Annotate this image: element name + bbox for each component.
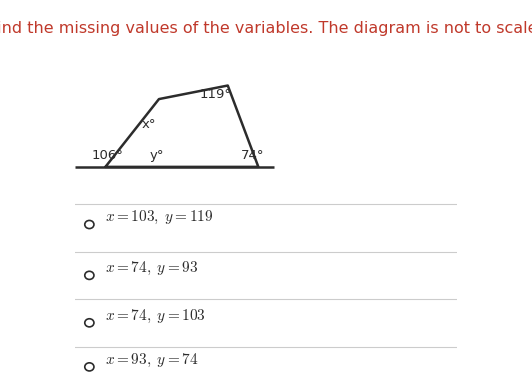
Text: $x = 103, \; y = 119$: $x = 103, \; y = 119$ [105,209,214,226]
Text: Find the missing values of the variables. The diagram is not to scale.: Find the missing values of the variables… [0,21,532,36]
Text: 119°: 119° [199,88,231,101]
Text: $x = 74, \; y = 93$: $x = 74, \; y = 93$ [105,260,198,277]
Text: 74°: 74° [241,149,264,162]
Text: x°: x° [142,118,156,131]
Text: y°: y° [149,149,164,162]
Text: 106°: 106° [92,149,124,162]
Text: $x = 93, \; y = 74$: $x = 93, \; y = 74$ [105,352,199,369]
Text: $x = 74, \; y = 103$: $x = 74, \; y = 103$ [105,307,206,324]
